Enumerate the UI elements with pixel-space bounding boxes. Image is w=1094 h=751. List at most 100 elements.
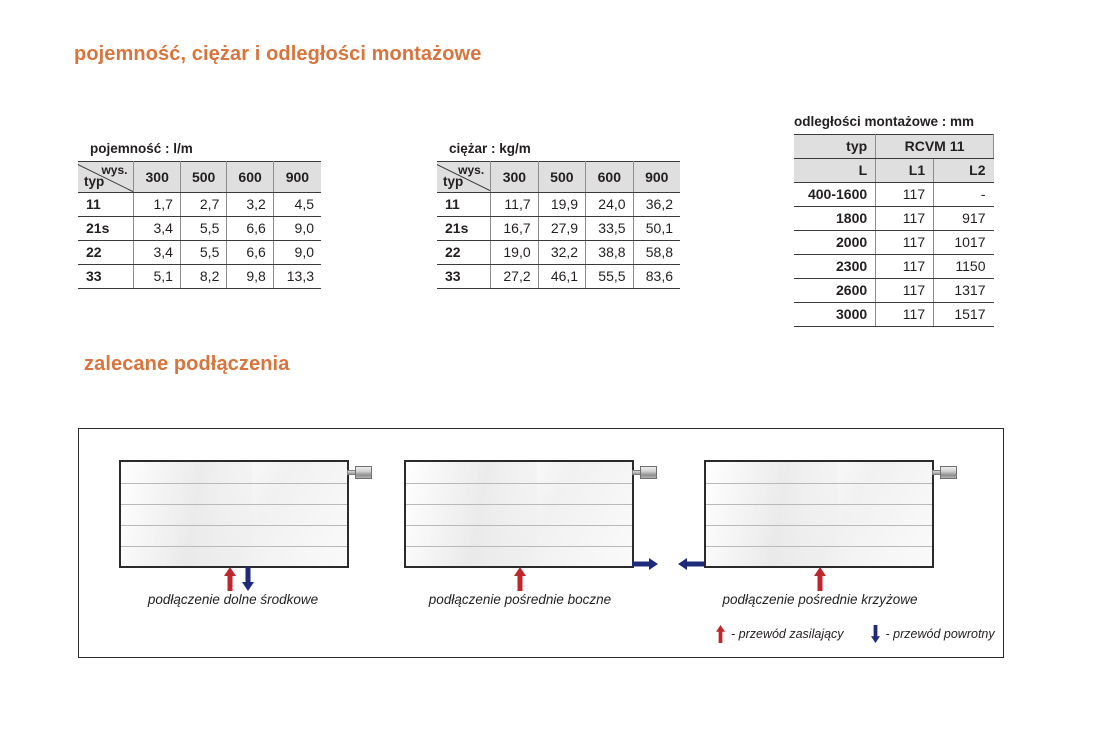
diagonal-header-cell: typ wys. xyxy=(437,161,492,193)
column-header: 500 xyxy=(537,161,587,193)
diagram-caption: podłączenie pośrednie krzyżowe xyxy=(722,592,918,607)
row-label: 3000 xyxy=(794,302,877,327)
table-row: 21s 16,7 27,9 33,5 50,1 xyxy=(437,216,680,241)
cell-value: 8,2 xyxy=(179,264,228,289)
table-row: 400-1600 117 - xyxy=(794,182,994,207)
radiator-panel-line xyxy=(121,482,347,484)
valve-connector-icon xyxy=(347,466,373,479)
weight-table-caption: ciężar : kg/m xyxy=(449,141,531,156)
table-header-row: typ wys. 300 500 600 900 xyxy=(437,161,680,193)
cell-value: 55,5 xyxy=(585,264,634,289)
valve-body xyxy=(640,466,657,479)
column-header: 900 xyxy=(632,161,680,193)
cell-value: 1517 xyxy=(933,302,994,327)
header-type: typ xyxy=(794,134,877,159)
table-header-row: typ wys. 300 500 600 900 xyxy=(78,161,321,193)
table-subheader-row: L L1 L2 xyxy=(794,158,994,183)
cell-value: 27,9 xyxy=(537,216,587,241)
radiator-sheen xyxy=(406,462,538,566)
valve-body xyxy=(355,466,372,479)
table-row: 2600 117 1317 xyxy=(794,278,994,303)
legend-label-return: - przewód powrotny xyxy=(885,627,995,641)
row-label: 2000 xyxy=(794,230,877,255)
radiator-body xyxy=(119,460,349,568)
radiator-panel-line xyxy=(706,524,932,526)
cell-value: 1317 xyxy=(933,278,994,303)
return-arrow-down-icon xyxy=(241,567,255,591)
weight-table: typ wys. 300 500 600 900 11 11,7 19,9 24… xyxy=(437,161,680,289)
legend-label-supply: - przewód zasilający xyxy=(731,627,844,641)
table-row: 3000 117 1517 xyxy=(794,302,994,327)
return-arrow-left-icon xyxy=(678,557,704,571)
cell-value: 5,5 xyxy=(179,240,228,265)
row-label: 11 xyxy=(78,192,135,217)
cell-value: 24,0 xyxy=(585,192,634,217)
column-header: 600 xyxy=(226,161,274,193)
cell-value: 117 xyxy=(875,302,935,327)
table-row: 2000 117 1017 xyxy=(794,230,994,255)
valve-body xyxy=(940,466,957,479)
cell-value: 917 xyxy=(933,206,994,231)
table-header-row: typ RCVM 11 xyxy=(794,134,994,159)
row-label: 22 xyxy=(78,240,135,265)
table-row: 33 27,2 46,1 55,5 83,6 xyxy=(437,264,680,289)
cell-value: 11,7 xyxy=(490,192,539,217)
mounting-table-block: odległości montażowe : mm typ RCVM 11 L … xyxy=(794,114,994,327)
cell-value: - xyxy=(933,182,994,207)
row-label: 21s xyxy=(78,216,135,241)
diagram-caption: podłączenie dolne środkowe xyxy=(147,592,319,607)
row-label: 21s xyxy=(437,216,492,241)
cell-value: 117 xyxy=(875,254,935,279)
cell-value: 36,2 xyxy=(632,192,680,217)
radiator-body xyxy=(404,460,634,568)
cell-value: 2,7 xyxy=(179,192,228,217)
return-arrow-right-icon xyxy=(632,557,658,571)
cell-value: 19,9 xyxy=(537,192,587,217)
column-axis-label: wys. xyxy=(101,163,128,177)
supply-arrow-up-icon xyxy=(813,567,827,591)
row-label: 11 xyxy=(437,192,492,217)
page-title-capacity: pojemność, ciężar i odległości montażowe xyxy=(74,43,482,65)
diagram-legend: - przewód zasilający - przewód powrotny xyxy=(715,625,995,643)
row-label: 1800 xyxy=(794,206,877,231)
cell-value: 1017 xyxy=(933,230,994,255)
radiator-body xyxy=(704,460,934,568)
cell-value: 16,7 xyxy=(490,216,539,241)
cell-value: 38,8 xyxy=(585,240,634,265)
cell-value: 1,7 xyxy=(133,192,181,217)
cell-value: 3,4 xyxy=(133,216,181,241)
table-row: 22 19,0 32,2 38,8 58,8 xyxy=(437,240,680,265)
table-row: 11 11,7 19,9 24,0 36,2 xyxy=(437,192,680,217)
cell-value: 83,6 xyxy=(632,264,680,289)
cell-value: 32,2 xyxy=(537,240,587,265)
capacity-table: typ wys. 300 500 600 900 11 1,7 2,7 3,2 … xyxy=(78,161,321,289)
cell-value: 117 xyxy=(875,230,935,255)
radiator-panel-line xyxy=(406,503,632,505)
column-header: 300 xyxy=(490,161,539,193)
table-row: 11 1,7 2,7 3,2 4,5 xyxy=(78,192,321,217)
radiator-panel-line xyxy=(706,482,932,484)
cell-value: 9,0 xyxy=(272,240,321,265)
cell-value: 9,0 xyxy=(272,216,321,241)
radiator-panel-line xyxy=(121,503,347,505)
table-row: 21s 3,4 5,5 6,6 9,0 xyxy=(78,216,321,241)
legend-item-return: - przewód powrotny xyxy=(870,625,995,643)
subheader-l1: L1 xyxy=(875,158,935,183)
table-row: 22 3,4 5,5 6,6 9,0 xyxy=(78,240,321,265)
cell-value: 50,1 xyxy=(632,216,680,241)
connection-diagrams-panel: podłączenie dolne środkowe podłączenie p… xyxy=(78,428,1004,658)
page-title-connections: zalecane podłączenia xyxy=(84,353,290,375)
supply-arrow-up-icon xyxy=(716,625,725,643)
cell-value: 13,3 xyxy=(272,264,321,289)
table-row: 1800 117 917 xyxy=(794,206,994,231)
subheader-l2: L2 xyxy=(933,158,994,183)
column-header: 600 xyxy=(585,161,634,193)
cell-value: 117 xyxy=(875,278,935,303)
cell-value: 5,1 xyxy=(133,264,181,289)
cell-value: 6,6 xyxy=(226,216,274,241)
row-axis-label: typ xyxy=(84,173,105,189)
mounting-table-caption: odległości montażowe : mm xyxy=(794,114,975,129)
mounting-table: typ RCVM 11 L L1 L2 400-1600 117 - 1800 … xyxy=(794,134,994,327)
radiator-sheen xyxy=(706,462,838,566)
diagram-caption: podłączenie pośrednie boczne xyxy=(428,592,612,607)
